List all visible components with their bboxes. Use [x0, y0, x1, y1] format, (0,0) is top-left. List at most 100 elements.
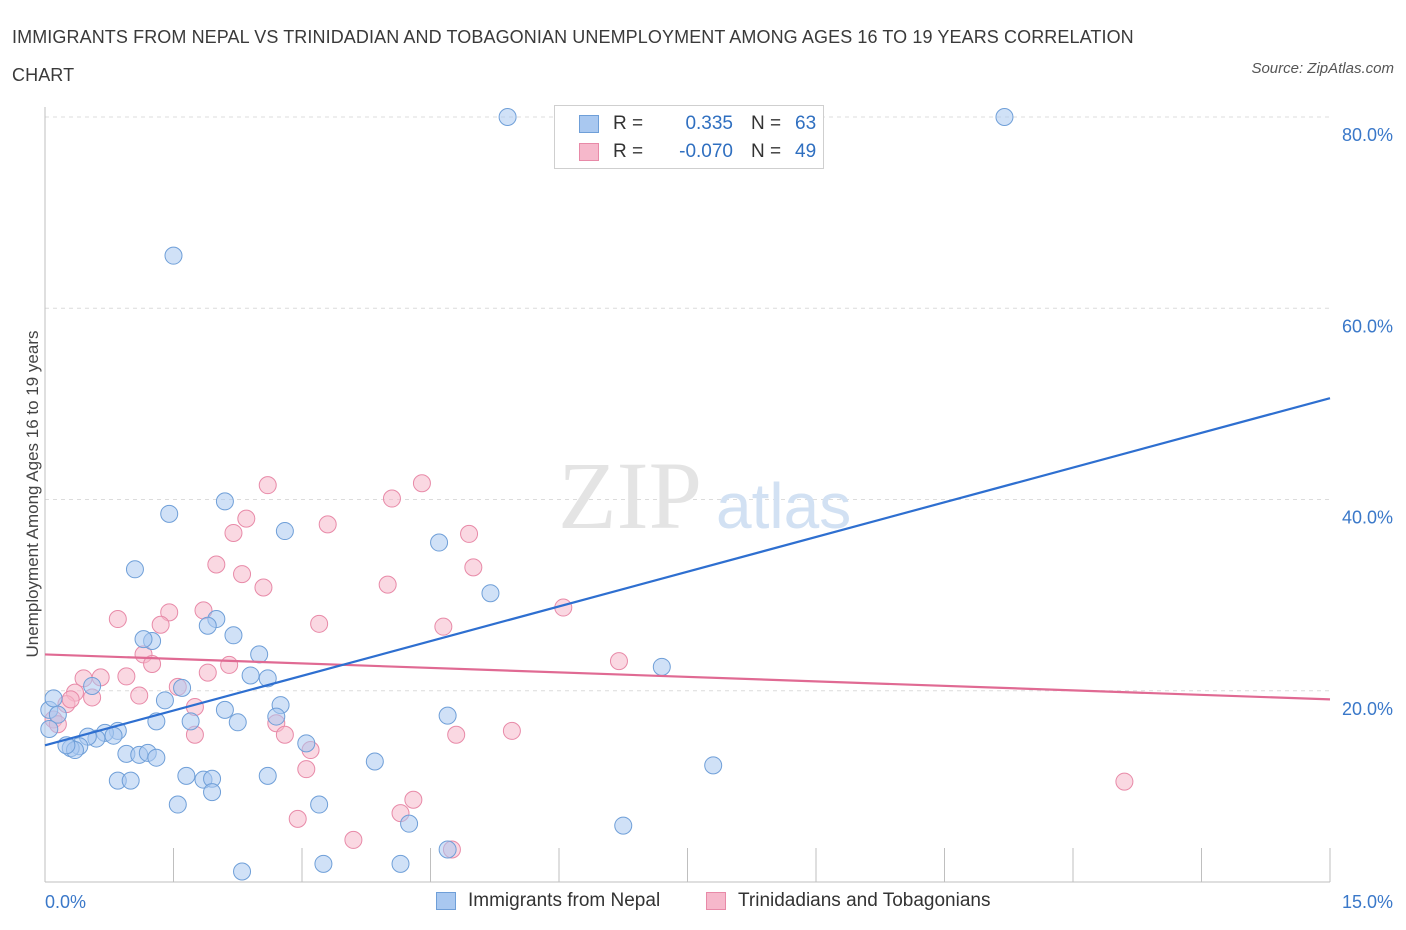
nepal-point [995, 108, 1014, 126]
nepal-point [310, 795, 329, 814]
nepal-point [164, 246, 183, 265]
trinidadian-point [502, 721, 521, 740]
legend-label-nepal: Immigrants from Nepal [468, 890, 661, 911]
watermark-atlas: atlas [716, 470, 851, 542]
nepal-point [147, 748, 166, 767]
trinidadian-point [310, 614, 329, 633]
stats-legend-row-nepal: R = 0.335 N = 63 [579, 112, 816, 136]
x-tick-label: 15.0% [1342, 892, 1393, 912]
y-tick-labels: 20.0% 40.0% 60.0% 80.0% [1342, 125, 1393, 719]
trinidadian-point [609, 652, 628, 671]
nepal-point [48, 705, 67, 724]
trinidadian-point [318, 515, 337, 534]
trinidadian-point [275, 725, 294, 744]
y-tick-label: 40.0% [1342, 508, 1393, 528]
legend-item-trinidad: Trinidadians and Tobagonians [706, 890, 990, 912]
legend-swatch-pink [579, 143, 599, 161]
y-tick-label: 20.0% [1342, 699, 1393, 719]
nepal-point [297, 734, 316, 753]
trinidadian-point [160, 603, 179, 622]
y-axis-label: Unemployment Among Ages 16 to 19 years [23, 331, 42, 658]
series-nepal-points [40, 108, 1014, 881]
chart-source: Source: ZipAtlas.com [1251, 60, 1394, 77]
nepal-point [160, 504, 179, 523]
r-label: R = [613, 141, 644, 162]
trinidadian-point [404, 790, 423, 809]
n-value: 63 [795, 113, 817, 134]
nepal-point [215, 700, 234, 719]
nepal-point [203, 783, 222, 802]
trinidadian-point [233, 565, 252, 584]
trinidadian-trend-line [44, 653, 1331, 701]
nepal-point [614, 816, 633, 835]
trinidadian-point [447, 725, 466, 744]
nepal-point [177, 766, 196, 785]
x-tick-labels: 0.0% 15.0% [45, 892, 1393, 912]
nepal-point [44, 689, 63, 708]
legend-item-nepal: Immigrants from Nepal [436, 890, 660, 912]
grid-lines [45, 116, 1330, 692]
nepal-point [83, 676, 102, 695]
nepal-point [168, 795, 187, 814]
trinidadian-point [207, 555, 226, 574]
trinidadian-point [464, 558, 483, 577]
nepal-point [365, 752, 384, 771]
nepal-point [438, 840, 457, 859]
nepal-point [134, 630, 153, 649]
n-value: 49 [795, 141, 817, 162]
r-value: -0.070 [679, 141, 733, 162]
watermark: ZIP atlas [558, 442, 851, 549]
trinidadian-point [130, 686, 149, 705]
nepal-point [258, 766, 277, 785]
n-label: N = [751, 141, 782, 162]
chart-title: IMMIGRANTS FROM NEPAL VS TRINIDADIAN AND… [12, 27, 1134, 85]
trinidadian-point [254, 578, 273, 597]
stats-legend: R = 0.335 N = 63 R = -0.070 N = 49 [554, 105, 824, 169]
nepal-trend-line [44, 397, 1331, 747]
trinidadian-point [412, 474, 431, 493]
nepal-point [228, 713, 247, 732]
trinidadian-point [224, 523, 243, 542]
r-label: R = [613, 113, 644, 134]
nepal-point [155, 691, 174, 710]
nepal-point [314, 854, 333, 873]
legend-label-trinidad: Trinidadians and Tobagonians [738, 890, 991, 911]
trend-lines [44, 397, 1331, 747]
trinidadian-point [344, 830, 363, 849]
nepal-point [400, 814, 419, 833]
trinidadian-point [151, 615, 170, 634]
trinidadian-point [237, 509, 256, 528]
y-tick-label: 80.0% [1342, 125, 1393, 145]
trinidadian-point [258, 476, 277, 495]
nepal-point [391, 854, 410, 873]
trinidadian-point [378, 575, 397, 594]
nepal-point [104, 726, 123, 745]
legend-swatch-blue [579, 115, 599, 133]
nepal-point [181, 712, 200, 731]
y-tick-label: 60.0% [1342, 316, 1393, 336]
trinidadian-point [108, 610, 127, 629]
nepal-point [250, 645, 269, 664]
nepal-point [704, 756, 723, 775]
trinidadian-point [288, 809, 307, 828]
nepal-point [258, 669, 277, 688]
nepal-point [233, 862, 252, 881]
trinidadian-point [382, 489, 401, 508]
nepal-point [267, 707, 286, 726]
n-label: N = [751, 113, 782, 134]
trinidadian-point [297, 760, 316, 779]
legend-swatch-blue [436, 892, 456, 910]
x-tick-label: 0.0% [45, 892, 86, 912]
stats-legend-row-trinidad: R = -0.070 N = 49 [579, 140, 816, 164]
legend-swatch-pink [706, 892, 726, 910]
nepal-point [438, 706, 457, 725]
nepal-point [481, 584, 500, 603]
trinidadian-point [1115, 772, 1134, 791]
series-legend: Immigrants from Nepal Trinidadians and T… [0, 890, 1406, 916]
trinidadian-point [220, 655, 239, 674]
nepal-point [224, 626, 243, 645]
nepal-point [241, 666, 260, 685]
nepal-point [215, 492, 234, 511]
nepal-point [498, 108, 517, 126]
